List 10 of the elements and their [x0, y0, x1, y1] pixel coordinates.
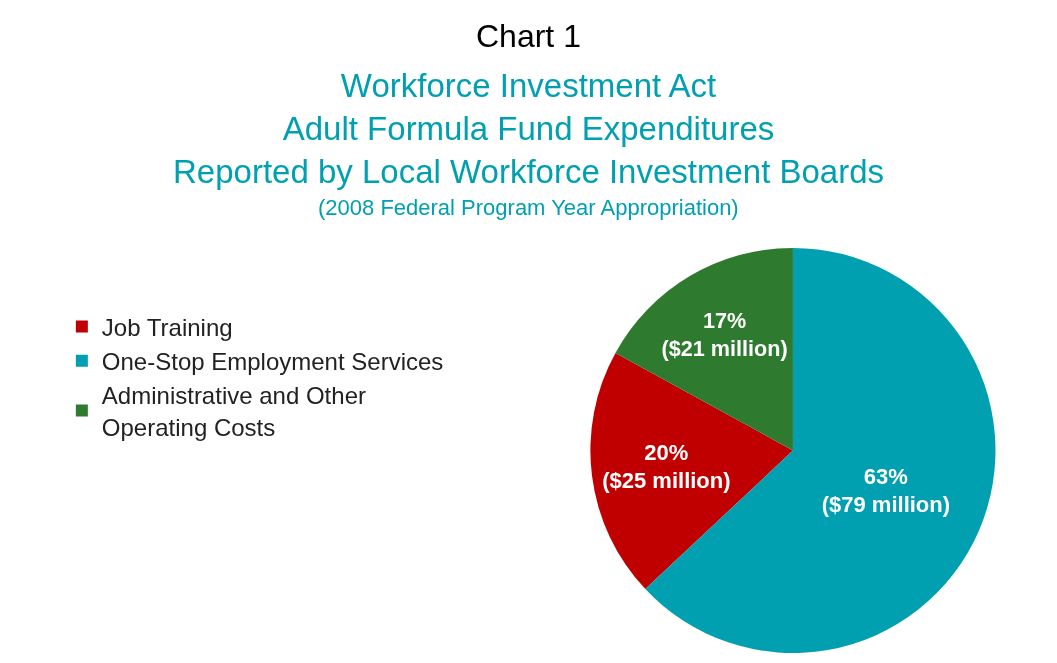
legend-label: Administrative and Other Operating Costs — [101, 382, 366, 441]
legend-label: Job Training — [101, 313, 233, 341]
data-label: 20% ($25 million) — [602, 439, 731, 494]
text: (2008 Federal Program Year Appropriation) — [318, 195, 739, 220]
legend-label: One-Stop Employment Services — [101, 348, 444, 376]
data-label: 17% ($21 million) — [661, 308, 788, 362]
chart-title: Chart 1 — [476, 18, 581, 54]
data-label: 63% ($79 million) — [821, 463, 951, 518]
pie-slice — [645, 247, 996, 653]
chart-subtitle: Workforce Investment Act Adult Formula Fund Expenditures Reported by Local Workforce Investment Boards — [173, 67, 885, 190]
